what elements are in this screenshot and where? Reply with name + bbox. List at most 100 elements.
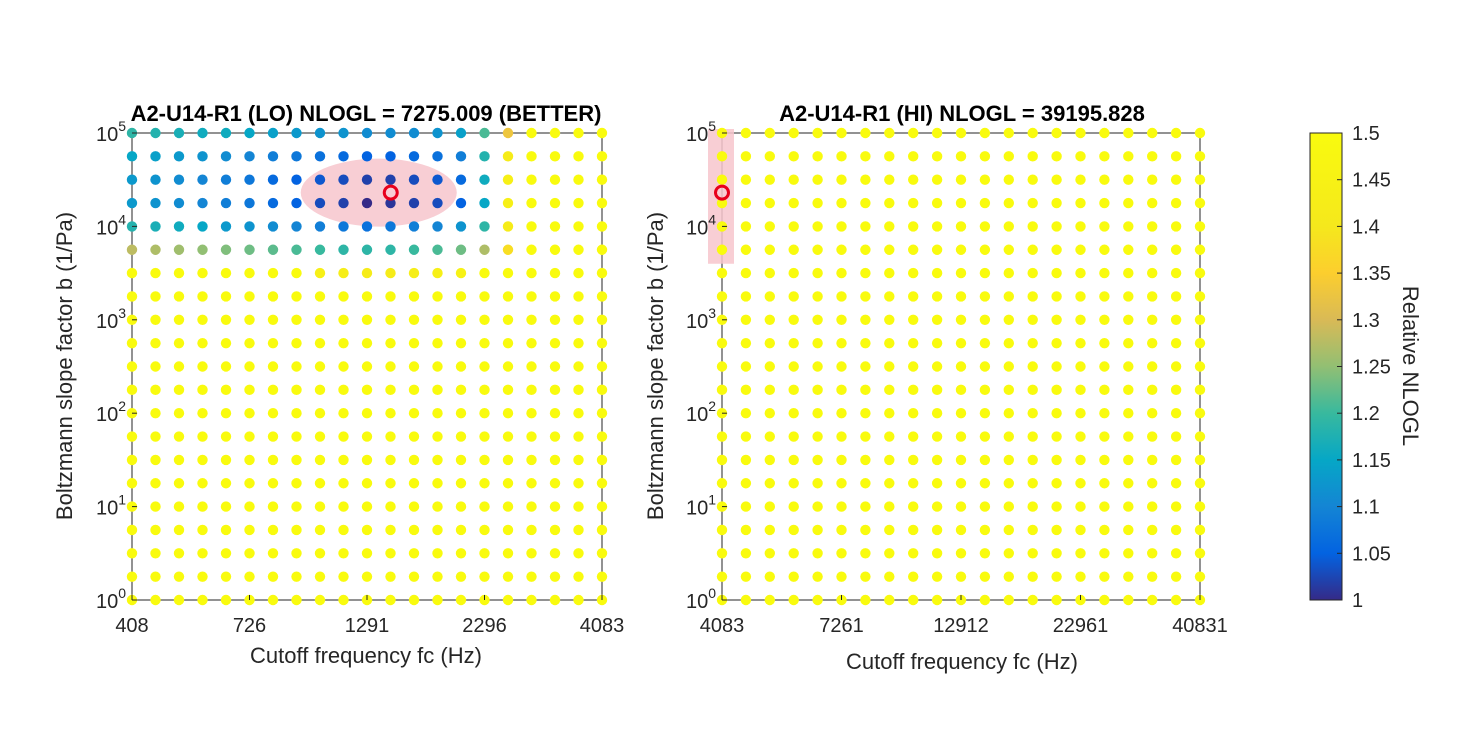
left-grid-point [596,314,608,325]
right-grid-point [764,431,775,442]
right-grid-point [1099,454,1110,466]
right-grid-point [1027,361,1038,372]
left-grid-point [173,571,185,582]
left-grid-point [502,548,514,559]
right-grid-point [931,174,943,185]
left-grid-point [150,431,161,442]
left-grid-point [596,291,608,302]
right-grid-point [884,431,895,442]
right-grid-point [908,548,919,559]
left-grid-point [455,524,467,536]
right-grid-point [1099,431,1110,442]
right-grid-point [1003,408,1014,419]
right-grid-point [955,337,967,349]
right-grid-point [884,478,895,489]
left-grid-point [126,571,138,582]
right-grid-point [1003,478,1014,489]
right-grid-point [860,501,871,512]
right-grid-point [812,571,823,582]
right-grid-point [1051,337,1062,349]
left-grid-point [197,361,208,372]
left-grid-point [197,384,208,396]
right-y-tick-label: 102 [686,398,716,426]
colorbar-tick-label: 1.05 [1352,543,1391,565]
right-grid-point [860,314,871,325]
left-grid-point [126,478,138,489]
right-grid-point [1051,594,1062,606]
right-grid-point [1194,408,1206,419]
left-grid-point [432,408,443,419]
left-grid-point [150,221,161,232]
right-y-tick-label: 100 [686,585,716,613]
left-grid-point [150,127,161,139]
right-grid-point [1147,454,1158,466]
left-grid-point [526,197,537,209]
right-grid-point [812,548,823,559]
right-grid-point [955,431,967,442]
right-grid-point [1051,408,1062,419]
left-grid-point [479,454,490,466]
left-grid-point [338,408,349,419]
right-grid-point [764,244,775,255]
left-grid-point [173,197,185,209]
left-grid-point [479,478,490,489]
right-grid-point [1027,291,1038,302]
left-grid-point [502,174,514,185]
right-grid-point [1003,151,1014,162]
left-grid-point [385,454,396,466]
right-scatter-panel: 4083 7261 12912 22961 40831 100 101 102 103 104 10… [686,118,1228,637]
left-grid-point [361,291,373,302]
left-grid-point [479,197,490,209]
right-x-tick-label: 4083 [700,615,745,637]
left-grid-point [220,384,232,396]
left-grid-point [244,127,255,139]
right-grid-point [716,267,728,279]
left-grid-point [361,571,373,582]
right-grid-point [740,361,752,372]
left-grid-point [220,431,232,442]
right-grid-point [1075,127,1086,139]
left-grid-point [267,197,279,209]
right-grid-point [764,454,775,466]
left-grid-point [385,501,396,512]
left-grid-point [408,384,420,396]
left-grid-point [244,408,255,419]
right-grid-point [979,361,991,372]
left-grid-point [549,244,561,255]
right-grid-point [979,337,991,349]
left-grid-point [549,314,561,325]
left-grid-point [220,408,232,419]
left-grid-point [338,524,349,536]
left-grid-point [455,431,467,442]
left-grid-point [408,431,420,442]
left-grid-point [267,524,279,536]
right-grid-point [1123,244,1134,255]
left-grid-point [197,501,208,512]
colorbar-tick-label: 1.15 [1352,450,1391,472]
left-grid-point [479,244,490,255]
right-grid-point [1003,174,1014,185]
right-grid-point [740,431,752,442]
right-grid-point [884,197,895,209]
right-grid-point [716,291,728,302]
right-grid-point [955,478,967,489]
right-grid-point [908,291,919,302]
left-grid-point [432,501,443,512]
right-grid-point [884,384,895,396]
left-grid-point [361,127,373,139]
left-grid-point [338,267,349,279]
right-grid-point [1194,361,1206,372]
right-grid-point [1051,151,1062,162]
left-grid-point [314,478,326,489]
left-grid-point [408,594,420,606]
left-grid-point [244,384,255,396]
right-grid-point [979,501,991,512]
right-grid-point [764,361,775,372]
right-grid-point [836,221,847,232]
right-grid-point [1051,524,1062,536]
left-grid-point [150,408,161,419]
right-grid-point [1099,151,1110,162]
left-grid-point [549,337,561,349]
left-grid-point [150,291,161,302]
left-grid-point [173,174,185,185]
